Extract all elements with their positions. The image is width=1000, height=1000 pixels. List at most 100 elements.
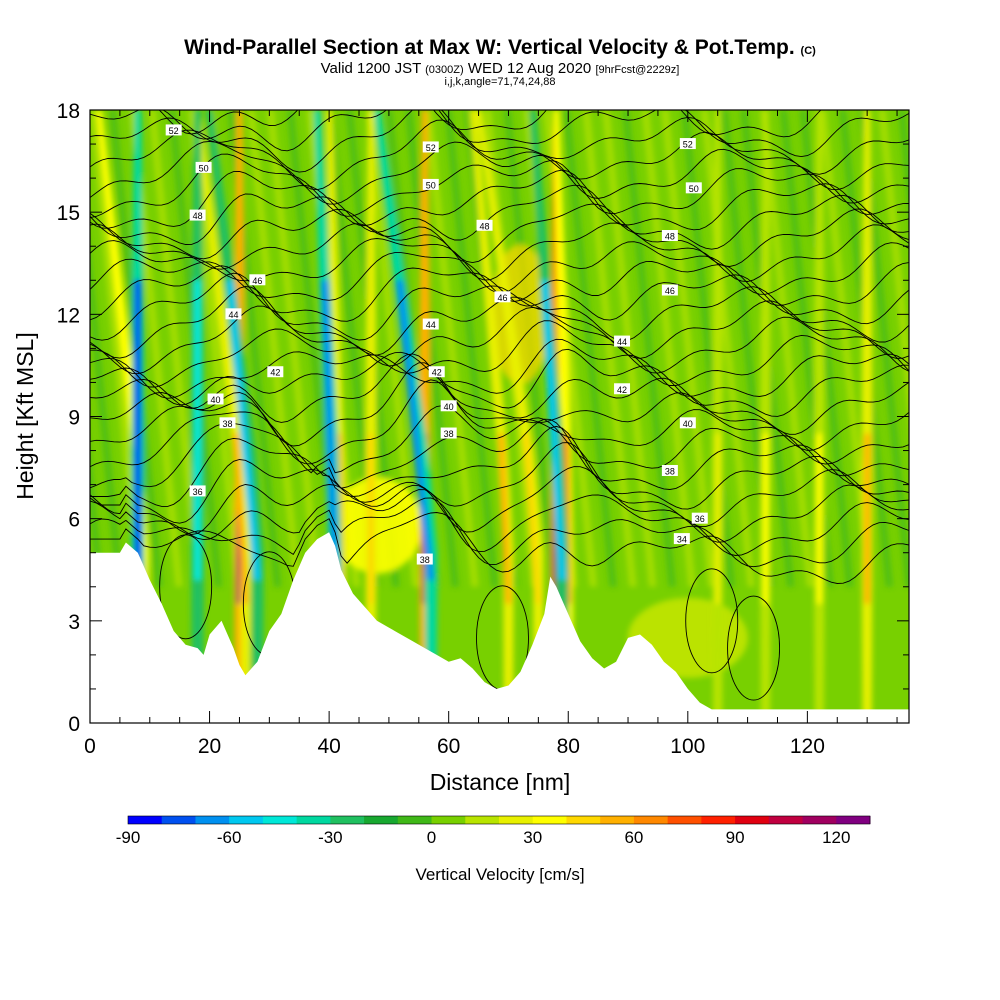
contour-label-42: 42 [267,366,284,378]
colorbar-swatch [532,816,567,824]
contour-label-text: 40 [444,402,454,412]
theta-contour-line [90,140,909,205]
theta-contour-line [90,405,909,477]
x-tick-label: 60 [437,735,460,758]
contour-label-text: 36 [695,514,705,524]
contour-labels: 52 52 52 50 50 50 48 48 48 46 46 46 44 44 44 42 42 42 40 40… [165,124,708,565]
x-tick-label: 40 [317,735,340,758]
contour-label-text: 36 [193,487,203,497]
contour-label-box [440,400,457,412]
updraft-column-core [816,433,823,604]
colorbar-swatch [262,816,298,824]
x-tick-label: 80 [557,735,580,758]
contour-label-box [422,178,439,190]
field-striation [898,110,909,221]
contour-label-box [165,124,182,136]
y-tick-label: 0 [68,713,80,736]
downdraft-column-core [225,280,262,580]
theta-contour-line [90,265,909,325]
grid-indices: i,j,k,angle=71,74,24,88 [444,76,556,88]
theta-contour-line [90,110,909,158]
colorbar-frame [127,815,871,825]
theta-contour-line [90,110,909,175]
contour-label-box [428,366,445,378]
theta-contour-line [90,203,909,267]
chart-title-text: Wind-Parallel Section at Max W: Vertical… [184,36,795,59]
contour-label-box [422,141,439,153]
field-striation [858,110,909,587]
contour-label-text: 42 [270,368,280,378]
contour-label-text: 38 [420,555,430,565]
contour-label-box [416,553,433,565]
contour-label-box [189,485,206,497]
contour-label-text: 48 [193,211,203,221]
contour-label-box [691,512,708,524]
contour-label-box [476,219,493,231]
contour-label-text: 40 [211,395,221,405]
contour-label-box [225,308,242,320]
contour-label-box [189,209,206,221]
field-striation [266,110,321,587]
updraft-column-core [762,433,769,604]
theta-contour-line [90,348,909,417]
x-tick-label: 120 [790,735,825,758]
contour-label-text: 52 [169,126,179,136]
contour-label-44: 44 [614,335,631,347]
forecast-info: [9hrFcst@2229z] [595,64,680,76]
contour-label-box [494,291,511,303]
theta-contour-line [90,497,909,568]
contour-label-box [207,393,224,405]
theta-contour-line [90,338,909,399]
theta-contour-line [90,320,909,388]
theta-contour-line [90,353,909,435]
theta-contour-line [90,512,909,584]
contour-label-text: 38 [444,429,454,439]
field-striation [760,110,814,587]
contour-label-box [195,161,212,173]
colorbar-tick-label: 90 [726,828,745,847]
theta-contour-line [90,305,909,375]
y-tick-label: 18 [57,100,80,123]
field-striation [148,110,203,587]
updraft-column-core [498,433,512,604]
contour-label-46: 46 [661,284,678,296]
contour-label-text: 48 [480,221,490,231]
chart-title: Wind-Parallel Section at Max W: Vertical… [0,36,1000,60]
contour-label-text: 38 [665,466,675,476]
theta-contour-line [90,466,909,543]
contour-label-box [614,335,631,347]
valid-date: WED 12 Aug 2020 [467,60,592,77]
contour-label-box [422,318,439,330]
contour-label-text: 34 [677,535,687,545]
field-striation [365,110,420,587]
colorbar-title: Vertical Velocity [cm/s] [415,865,584,884]
colorbar-swatch [296,816,331,824]
theta-contour-line [90,425,909,510]
theta-contour-line [90,442,909,528]
updraft-column-outer [760,110,771,723]
theta-contour-loop [727,595,781,701]
field-striation [661,110,716,587]
contour-label-40: 40 [440,400,457,412]
contour-label-text: 44 [228,310,238,320]
theta-contour-line [90,489,909,556]
field-striation [819,110,874,587]
terrain [90,532,909,723]
contour-label-50: 50 [685,182,702,194]
contour-label-box [661,230,678,242]
colorbar-swatch [195,816,230,824]
downdraft-column-core [193,280,202,580]
colorbar-swatch [229,816,264,824]
colorbar-tick-label: -30 [318,828,343,847]
contour-label-52: 52 [422,141,439,153]
colorbar-swatch [128,816,163,824]
colorbar: -90 -60 -30 0 30 60 90 120 [116,815,871,847]
contour-label-38: 38 [416,553,433,565]
colorbar-swatch [161,816,196,824]
contour-label-text: 52 [683,140,693,150]
contour-label-40: 40 [679,417,696,429]
contour-label-50: 50 [422,178,439,190]
field-striation [878,110,909,422]
contour-label-44: 44 [225,308,242,320]
